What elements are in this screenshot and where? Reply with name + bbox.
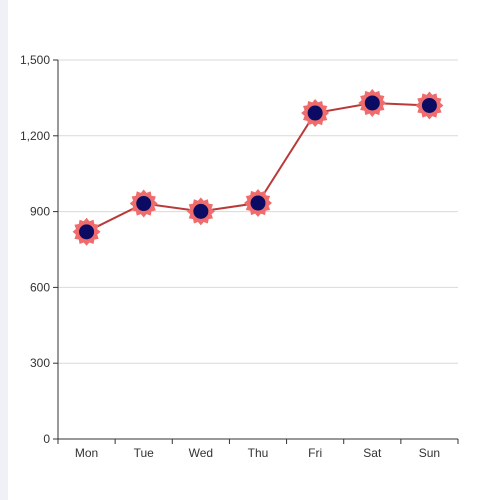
- data-point: [301, 99, 330, 128]
- x-tick-label: Wed: [189, 446, 213, 460]
- data-point: [244, 189, 272, 218]
- data-point: [358, 88, 387, 117]
- data-point-dot: [364, 95, 380, 111]
- y-tick-label: 900: [30, 205, 50, 219]
- data-point-dot: [421, 97, 437, 113]
- x-tick-label: Tue: [134, 446, 155, 460]
- data-point-dot: [79, 224, 95, 240]
- data-point: [186, 197, 215, 226]
- x-tick-label: Sat: [363, 446, 382, 460]
- grid-lines: [58, 59, 458, 364]
- data-point-dot: [250, 195, 266, 211]
- y-tick-label: 600: [30, 280, 50, 294]
- data-point: [72, 217, 101, 246]
- data-point-dot: [136, 196, 152, 212]
- y-tick-label: 300: [30, 356, 50, 370]
- left-panel-edge: [0, 0, 8, 500]
- data-point: [129, 189, 158, 218]
- y-axis-ticks: 0 300 600 900 1,200 1,500: [20, 53, 58, 446]
- axes: [57, 60, 458, 440]
- y-tick-label: 0: [43, 432, 50, 446]
- data-point-dot: [307, 105, 323, 121]
- y-tick-label: 1,200: [20, 129, 50, 143]
- y-tick-label: 1,500: [20, 53, 50, 67]
- data-point-dot: [193, 203, 209, 219]
- x-tick-label: Fri: [308, 446, 322, 460]
- x-tick-label: Mon: [75, 446, 98, 460]
- x-tick-label: Thu: [248, 446, 269, 460]
- data-points: [72, 88, 444, 246]
- data-point: [415, 91, 444, 120]
- x-axis-ticks: Mon Tue Wed Thu Fri Sat Sun: [57, 439, 459, 460]
- x-tick-label: Sun: [419, 446, 440, 460]
